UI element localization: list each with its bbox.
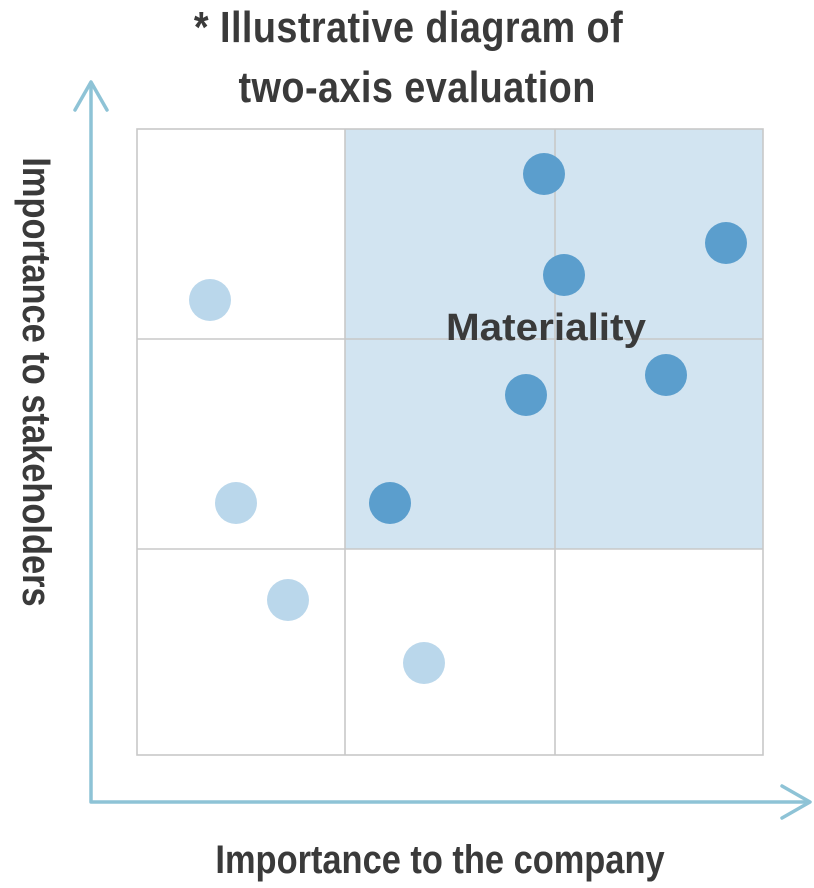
y-axis-arrowhead <box>73 80 109 112</box>
other-point <box>189 279 231 321</box>
title-line-1: * Illustrative diagram of <box>193 3 624 52</box>
materiality-label: Materiality <box>446 307 646 349</box>
x-axis-arrowhead <box>780 784 812 820</box>
other-point <box>215 482 257 524</box>
grid-lines <box>136 128 764 756</box>
material-point <box>645 354 687 396</box>
other-point <box>403 642 445 684</box>
material-point <box>505 374 547 416</box>
title-line-2: two-axis evaluation <box>238 63 596 112</box>
material-point <box>369 482 411 524</box>
material-point <box>523 153 565 195</box>
x-axis-label: Importance to the company <box>215 838 665 882</box>
grid-border <box>136 128 764 756</box>
axis-lines <box>89 83 810 804</box>
diagram-title: * Illustrative diagram of two-axis evalu… <box>59 0 759 116</box>
other-point <box>267 579 309 621</box>
material-point <box>543 254 585 296</box>
material-point <box>705 222 747 264</box>
axes <box>73 80 812 820</box>
material-points <box>369 153 747 524</box>
other-points <box>189 279 445 684</box>
